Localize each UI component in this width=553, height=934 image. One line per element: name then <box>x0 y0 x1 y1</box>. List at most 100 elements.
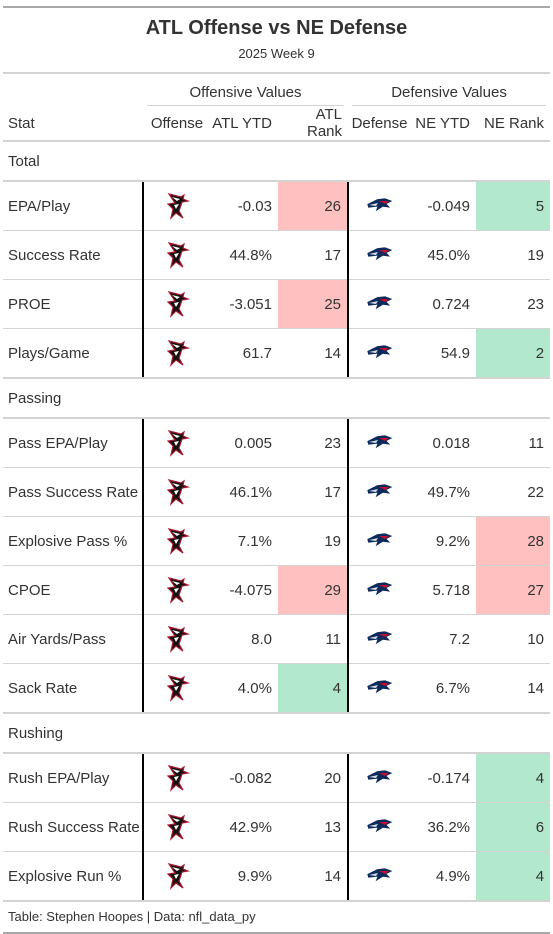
patriots-logo-icon <box>365 197 395 214</box>
atl-ytd-value: -3.051 <box>211 279 278 329</box>
stats-table-card: ATL Offense vs NE Defense 2025 Week 9 Of… <box>3 6 551 934</box>
group-row-rushing: Rushing <box>3 713 551 754</box>
offense-logo <box>142 417 211 468</box>
group-label: Passing <box>3 378 551 419</box>
stat-label: EPA/Play <box>3 180 143 231</box>
group-row-total: Total <box>3 141 551 182</box>
ne-rank-value: 11 <box>476 417 551 468</box>
atl-ytd-value: -0.082 <box>211 752 278 803</box>
col-header-atl-ytd: ATL YTD <box>211 106 278 142</box>
group-label: Total <box>3 141 551 182</box>
stat-label: Air Yards/Pass <box>3 614 143 664</box>
falcons-logo-icon <box>163 863 193 890</box>
offense-logo <box>142 279 211 329</box>
col-header-ne-ytd: NE YTD <box>411 106 477 142</box>
ne-rank-value: 22 <box>476 467 551 517</box>
patriots-logo-icon <box>365 581 395 598</box>
ne-ytd-value: 0.018 <box>411 417 477 468</box>
table-footer: Table: Stephen Hoopes | Data: nfl_data_p… <box>3 902 550 934</box>
atl-rank-value: 29 <box>278 565 349 615</box>
table-row: EPA/Play -0.03 26 -0.049 5 <box>3 180 551 231</box>
atl-rank-value: 11 <box>278 614 349 664</box>
falcons-logo-icon <box>163 479 193 506</box>
ne-rank-value: 5 <box>476 180 551 231</box>
ne-rank-value: 27 <box>476 565 551 615</box>
top-rule <box>3 6 550 8</box>
ne-ytd-value: 5.718 <box>411 565 477 615</box>
col-header-atl-rank: ATL Rank <box>278 106 349 142</box>
offense-logo <box>142 230 211 280</box>
offense-logo <box>142 180 211 231</box>
group-label: Rushing <box>3 713 551 754</box>
stat-label: Rush Success Rate <box>3 802 143 852</box>
atl-ytd-value: 0.005 <box>211 417 278 468</box>
spanner-row: Offensive Values Defensive Values <box>3 74 550 106</box>
table-subtitle: 2025 Week 9 <box>238 46 315 61</box>
defense-logo <box>347 417 412 468</box>
patriots-logo-icon <box>365 769 395 786</box>
atl-ytd-value: 61.7 <box>211 328 278 379</box>
stat-label: Pass Success Rate <box>3 467 143 517</box>
table-row: Explosive Run % 9.9% 14 4.9% 4 <box>3 851 551 902</box>
stat-label: Pass EPA/Play <box>3 417 143 468</box>
patriots-logo-icon <box>365 630 395 647</box>
table-body: Total EPA/Play -0.03 26 -0.049 5 Success Rat… <box>3 141 551 902</box>
offense-logo <box>142 328 211 379</box>
group-row-passing: Passing <box>3 378 551 419</box>
ne-ytd-value: 0.724 <box>411 279 477 329</box>
stat-label: Plays/Game <box>3 328 143 379</box>
falcons-logo-icon <box>163 340 193 367</box>
table-row: CPOE -4.075 29 5.718 27 <box>3 565 551 615</box>
atl-ytd-value: 7.1% <box>211 516 278 566</box>
ne-rank-value: 6 <box>476 802 551 852</box>
table-row: Pass Success Rate 46.1% 17 49.7% 22 <box>3 467 551 517</box>
stat-label: Sack Rate <box>3 663 143 714</box>
atl-ytd-value: -4.075 <box>211 565 278 615</box>
falcons-logo-icon <box>163 626 193 653</box>
atl-ytd-value: 42.9% <box>211 802 278 852</box>
ne-ytd-value: 7.2 <box>411 614 477 664</box>
table-title: ATL Offense vs NE Defense <box>145 17 408 39</box>
atl-ytd-value: 4.0% <box>211 663 278 714</box>
atl-rank-value: 19 <box>278 516 349 566</box>
stats-table: Offensive Values Defensive Values Stat O… <box>3 74 551 902</box>
table-row: Explosive Pass % 7.1% 19 9.2% 28 <box>3 516 551 566</box>
table-row: Plays/Game 61.7 14 54.9 2 <box>3 328 551 379</box>
table-row: Air Yards/Pass 8.0 11 7.2 10 <box>3 614 551 664</box>
stat-label: Rush EPA/Play <box>3 752 143 803</box>
table-row: Sack Rate 4.0% 4 6.7% 14 <box>3 663 551 714</box>
atl-rank-value: 4 <box>278 663 349 714</box>
defense-logo <box>347 614 412 664</box>
ne-ytd-value: 45.0% <box>411 230 477 280</box>
defense-logo <box>347 516 412 566</box>
falcons-logo-icon <box>163 675 193 702</box>
falcons-logo-icon <box>163 814 193 841</box>
patriots-logo-icon <box>365 818 395 835</box>
offense-logo <box>142 663 211 714</box>
ne-ytd-value: 9.2% <box>411 516 477 566</box>
ne-ytd-value: 54.9 <box>411 328 477 379</box>
stat-label: CPOE <box>3 565 143 615</box>
table-row: Rush Success Rate 42.9% 13 36.2% 6 <box>3 802 551 852</box>
atl-ytd-value: 46.1% <box>211 467 278 517</box>
table-row: Pass EPA/Play 0.005 23 0.018 11 <box>3 417 551 468</box>
table-row: Success Rate 44.8% 17 45.0% 19 <box>3 230 551 280</box>
defense-logo <box>347 328 412 379</box>
atl-ytd-value: 8.0 <box>211 614 278 664</box>
defense-logo <box>347 467 412 517</box>
offense-logo <box>142 614 211 664</box>
spanner-defensive: Defensive Values <box>348 74 550 106</box>
ne-rank-value: 2 <box>476 328 551 379</box>
col-header-stat: Stat <box>3 106 143 142</box>
col-header-ne-rank: NE Rank <box>476 106 551 142</box>
ne-rank-value: 19 <box>476 230 551 280</box>
offense-logo <box>142 851 211 902</box>
atl-rank-value: 14 <box>278 851 349 902</box>
ne-ytd-value: 36.2% <box>411 802 477 852</box>
patriots-logo-icon <box>365 532 395 549</box>
ne-ytd-value: 4.9% <box>411 851 477 902</box>
defense-logo <box>347 279 412 329</box>
patriots-logo-icon <box>365 679 395 696</box>
atl-ytd-value: -0.03 <box>211 180 278 231</box>
defense-logo <box>347 565 412 615</box>
